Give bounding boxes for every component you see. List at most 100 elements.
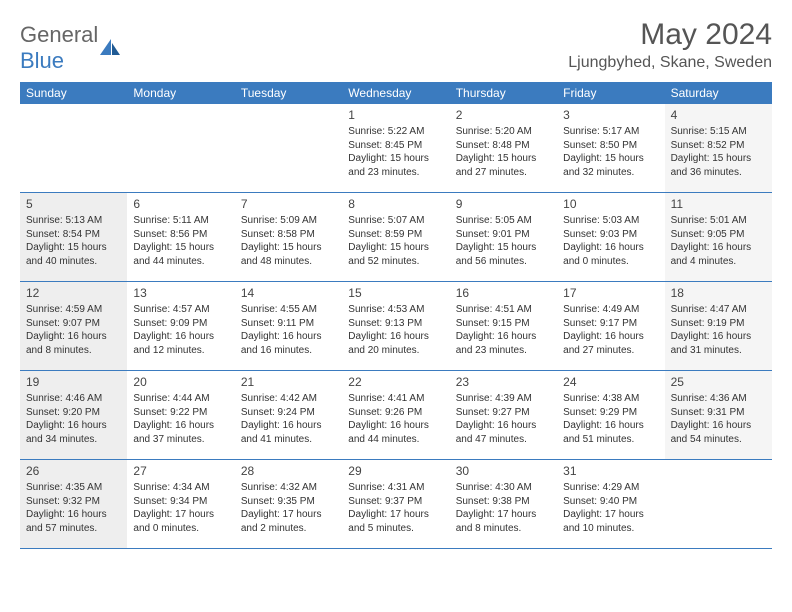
- sunset-text: Sunset: 8:56 PM: [133, 228, 228, 242]
- day-number: 24: [563, 374, 658, 390]
- day-number: 7: [241, 196, 336, 212]
- daylight-text: Daylight: 15 hours and 23 minutes.: [348, 152, 443, 179]
- sunrise-text: Sunrise: 5:11 AM: [133, 214, 228, 228]
- sunset-text: Sunset: 9:03 PM: [563, 228, 658, 242]
- sunrise-text: Sunrise: 5:20 AM: [456, 125, 551, 139]
- sunrise-text: Sunrise: 4:30 AM: [456, 481, 551, 495]
- day-number: 30: [456, 463, 551, 479]
- daylight-text: Daylight: 16 hours and 16 minutes.: [241, 330, 336, 357]
- daylight-text: Daylight: 16 hours and 4 minutes.: [671, 241, 766, 268]
- daylight-text: Daylight: 17 hours and 2 minutes.: [241, 508, 336, 535]
- sunrise-text: Sunrise: 5:17 AM: [563, 125, 658, 139]
- daylight-text: Daylight: 17 hours and 8 minutes.: [456, 508, 551, 535]
- sunset-text: Sunset: 9:19 PM: [671, 317, 766, 331]
- daylight-text: Daylight: 17 hours and 0 minutes.: [133, 508, 228, 535]
- day-number: 25: [671, 374, 766, 390]
- day-cell: 7 Sunrise: 5:09 AMSunset: 8:58 PMDaylight…: [235, 193, 342, 281]
- header: General Blue May 2024 Ljungbyhed, Skane,…: [20, 18, 772, 74]
- day-header-row: Sunday Monday Tuesday Wednesday Thursday…: [20, 82, 772, 104]
- daylight-text: Daylight: 15 hours and 36 minutes.: [671, 152, 766, 179]
- day-number: 19: [26, 374, 121, 390]
- daylight-text: Daylight: 16 hours and 0 minutes.: [563, 241, 658, 268]
- day-number: 15: [348, 285, 443, 301]
- sunset-text: Sunset: 9:29 PM: [563, 406, 658, 420]
- daylight-text: Daylight: 16 hours and 41 minutes.: [241, 419, 336, 446]
- sunrise-text: Sunrise: 4:49 AM: [563, 303, 658, 317]
- day-number: 12: [26, 285, 121, 301]
- day-cell: 3Sunrise: 5:17 AMSunset: 8:50 PMDaylight…: [557, 104, 664, 192]
- sunset-text: Sunset: 9:15 PM: [456, 317, 551, 331]
- daylight-text: Daylight: 16 hours and 20 minutes.: [348, 330, 443, 357]
- day-number: 2: [456, 107, 551, 123]
- week-row: 12Sunrise: 4:59 AMSunset: 9:07 PMDayligh…: [20, 282, 772, 371]
- sunset-text: Sunset: 9:32 PM: [26, 495, 121, 509]
- sunset-text: Sunset: 9:26 PM: [348, 406, 443, 420]
- week-row: 5Sunrise: 5:13 AMSunset: 8:54 PMDaylight…: [20, 193, 772, 282]
- day-number: 18: [671, 285, 766, 301]
- daylight-text: Daylight: 16 hours and 47 minutes.: [456, 419, 551, 446]
- day-number: 20: [133, 374, 228, 390]
- day-cell: 2Sunrise: 5:20 AMSunset: 8:48 PMDaylight…: [450, 104, 557, 192]
- sunrise-text: Sunrise: 4:38 AM: [563, 392, 658, 406]
- day-number: 17: [563, 285, 658, 301]
- sunset-text: Sunset: 8:58 PM: [241, 228, 336, 242]
- day-cell: 16Sunrise: 4:51 AMSunset: 9:15 PMDayligh…: [450, 282, 557, 370]
- day-number: 26: [26, 463, 121, 479]
- day-cell: [20, 104, 127, 192]
- week-row: 26Sunrise: 4:35 AMSunset: 9:32 PMDayligh…: [20, 460, 772, 549]
- daylight-text: Daylight: 15 hours and 52 minutes.: [348, 241, 443, 268]
- day-cell: 27Sunrise: 4:34 AMSunset: 9:34 PMDayligh…: [127, 460, 234, 548]
- sunset-text: Sunset: 9:24 PM: [241, 406, 336, 420]
- day-cell: 26Sunrise: 4:35 AMSunset: 9:32 PMDayligh…: [20, 460, 127, 548]
- day-cell: 4Sunrise: 5:15 AMSunset: 8:52 PMDaylight…: [665, 104, 772, 192]
- sunset-text: Sunset: 9:09 PM: [133, 317, 228, 331]
- day-number: 31: [563, 463, 658, 479]
- sunset-text: Sunset: 8:48 PM: [456, 139, 551, 153]
- sunrise-text: Sunrise: 4:31 AM: [348, 481, 443, 495]
- day-cell: 6Sunrise: 5:11 AMSunset: 8:56 PMDaylight…: [127, 193, 234, 281]
- day-number: 27: [133, 463, 228, 479]
- sunset-text: Sunset: 8:45 PM: [348, 139, 443, 153]
- sunrise-text: Sunrise: 4:34 AM: [133, 481, 228, 495]
- daylight-text: Daylight: 16 hours and 23 minutes.: [456, 330, 551, 357]
- sunrise-text: Sunrise: 5:09 AM: [241, 214, 336, 228]
- weeks-container: 1Sunrise: 5:22 AMSunset: 8:45 PMDaylight…: [20, 104, 772, 549]
- day-cell: 21Sunrise: 4:42 AMSunset: 9:24 PMDayligh…: [235, 371, 342, 459]
- day-cell: 15Sunrise: 4:53 AMSunset: 9:13 PMDayligh…: [342, 282, 449, 370]
- sunset-text: Sunset: 9:01 PM: [456, 228, 551, 242]
- day-cell: 25Sunrise: 4:36 AMSunset: 9:31 PMDayligh…: [665, 371, 772, 459]
- day-header-tuesday: Tuesday: [235, 82, 342, 104]
- sunrise-text: Sunrise: 5:07 AM: [348, 214, 443, 228]
- sunrise-text: Sunrise: 4:47 AM: [671, 303, 766, 317]
- daylight-text: Daylight: 17 hours and 10 minutes.: [563, 508, 658, 535]
- day-header-thursday: Thursday: [450, 82, 557, 104]
- sunset-text: Sunset: 9:13 PM: [348, 317, 443, 331]
- sunset-text: Sunset: 9:20 PM: [26, 406, 121, 420]
- sail-icon: [100, 39, 122, 57]
- daylight-text: Daylight: 16 hours and 44 minutes.: [348, 419, 443, 446]
- day-header-monday: Monday: [127, 82, 234, 104]
- sunset-text: Sunset: 9:17 PM: [563, 317, 658, 331]
- daylight-text: Daylight: 15 hours and 48 minutes.: [241, 241, 336, 268]
- sunset-text: Sunset: 9:38 PM: [456, 495, 551, 509]
- day-cell: 24Sunrise: 4:38 AMSunset: 9:29 PMDayligh…: [557, 371, 664, 459]
- day-cell: 12Sunrise: 4:59 AMSunset: 9:07 PMDayligh…: [20, 282, 127, 370]
- logo-word1: General: [20, 22, 98, 47]
- sunrise-text: Sunrise: 4:59 AM: [26, 303, 121, 317]
- sunrise-text: Sunrise: 4:36 AM: [671, 392, 766, 406]
- day-number: 14: [241, 285, 336, 301]
- day-number: 16: [456, 285, 551, 301]
- day-cell: 5Sunrise: 5:13 AMSunset: 8:54 PMDaylight…: [20, 193, 127, 281]
- sunrise-text: Sunrise: 5:13 AM: [26, 214, 121, 228]
- sunset-text: Sunset: 8:59 PM: [348, 228, 443, 242]
- day-cell: 23Sunrise: 4:39 AMSunset: 9:27 PMDayligh…: [450, 371, 557, 459]
- sunset-text: Sunset: 8:50 PM: [563, 139, 658, 153]
- daylight-text: Daylight: 15 hours and 44 minutes.: [133, 241, 228, 268]
- day-cell: [235, 104, 342, 192]
- day-number: 3: [563, 107, 658, 123]
- daylight-text: Daylight: 15 hours and 56 minutes.: [456, 241, 551, 268]
- sunrise-text: Sunrise: 4:41 AM: [348, 392, 443, 406]
- sunrise-text: Sunrise: 4:44 AM: [133, 392, 228, 406]
- daylight-text: Daylight: 16 hours and 8 minutes.: [26, 330, 121, 357]
- sunrise-text: Sunrise: 5:22 AM: [348, 125, 443, 139]
